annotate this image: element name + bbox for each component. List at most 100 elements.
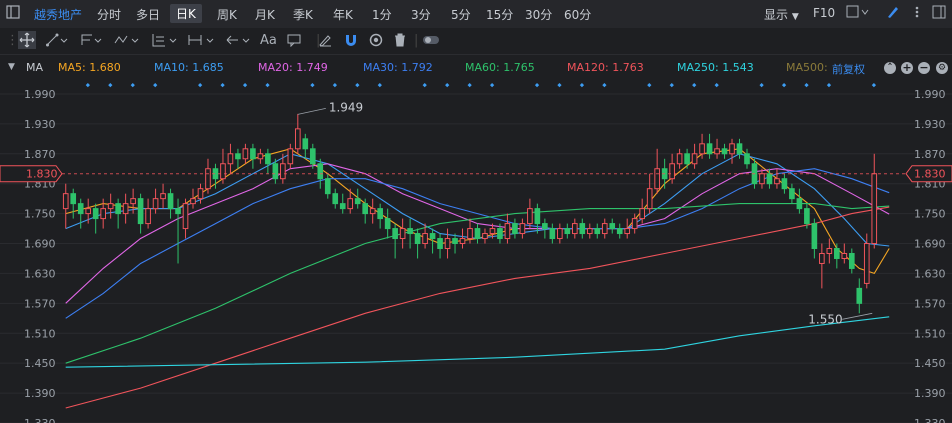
candle-up <box>220 163 226 180</box>
marker-dots <box>85 83 877 88</box>
adjust-mode[interactable]: 前复权 <box>832 63 865 76</box>
candle-up <box>459 238 466 245</box>
candle-down <box>497 228 503 240</box>
marker-dot <box>647 83 652 88</box>
candle-down <box>414 233 421 245</box>
candle-down <box>354 198 361 205</box>
checkbox-icon[interactable] <box>846 5 870 22</box>
ma5-value: MA5: 1.680 <box>58 61 121 74</box>
candle-up <box>182 203 189 230</box>
comment-icon[interactable] <box>287 33 301 51</box>
candle-up <box>504 223 511 240</box>
candle-down <box>235 153 241 160</box>
period-toolbar: 越秀地产 分时 多日 日K 周K 月K 季K 年K 1分 3分 5分 15分 3… <box>0 0 952 29</box>
period-tab[interactable]: 多日 <box>136 8 161 22</box>
y-tick-left: 1.570 <box>24 297 56 310</box>
period-tab[interactable]: 季K <box>293 8 313 22</box>
remove-icon[interactable]: − <box>918 61 930 74</box>
period-tab[interactable]: 1分 <box>372 8 392 22</box>
text-icon[interactable]: Aa <box>260 33 277 48</box>
candle-down <box>856 287 863 304</box>
undo-icon[interactable] <box>226 33 254 51</box>
candle-up <box>107 203 114 210</box>
indicator-name[interactable]: MA <box>26 61 44 74</box>
fib-icon[interactable] <box>152 33 178 51</box>
candle-up <box>205 168 211 190</box>
magnet-icon[interactable] <box>344 33 358 51</box>
candle-up <box>280 163 286 180</box>
grid-lines <box>0 93 952 423</box>
ma-indicator-bar: ▼ MA MA5: 1.680 MA10: 1.685 MA20: 1.749 … <box>0 55 952 79</box>
candle-down <box>736 143 743 155</box>
period-tab-active[interactable]: 日K <box>170 4 202 23</box>
candle-up <box>557 228 563 240</box>
period-tab[interactable]: 月K <box>255 8 275 22</box>
candle-down <box>594 228 601 235</box>
sidebar-toggle-icon[interactable] <box>6 5 20 22</box>
f10-button[interactable]: F10 <box>813 6 836 20</box>
brush-icon[interactable] <box>886 5 900 22</box>
gear-icon[interactable]: ⚙ <box>936 62 948 74</box>
more-icon[interactable] <box>910 5 924 22</box>
period-tab[interactable]: 周K <box>217 8 237 22</box>
candle-up <box>871 173 878 245</box>
period-tab[interactable]: 分时 <box>97 8 122 22</box>
candle-down <box>766 173 773 185</box>
candle-down <box>564 228 571 235</box>
candle-down <box>512 223 518 235</box>
candle-down <box>684 153 690 165</box>
window-toggle-icon[interactable] <box>932 5 946 22</box>
period-tab[interactable]: 5分 <box>451 8 471 22</box>
line-icon[interactable] <box>46 33 68 51</box>
candle-down <box>309 148 316 165</box>
period-tab[interactable]: 60分 <box>564 8 592 22</box>
candle-down <box>796 198 803 210</box>
ma-line-ma5 <box>65 148 890 275</box>
ma20-value: MA20: 1.749 <box>258 61 328 74</box>
candle-up <box>422 233 428 245</box>
candle-up <box>601 223 608 235</box>
marker-dot <box>692 83 697 88</box>
y-tick-left: 1.630 <box>24 267 56 280</box>
candle-down <box>579 223 586 235</box>
toggle-icon[interactable] <box>422 33 440 51</box>
candle-down <box>392 228 398 240</box>
candle-up <box>257 153 264 160</box>
candle-down <box>542 223 548 230</box>
candle-down <box>137 198 144 225</box>
trash-icon[interactable] <box>393 33 407 51</box>
period-tab[interactable]: 年K <box>333 8 353 22</box>
wave-icon[interactable] <box>114 33 140 51</box>
candle-down <box>265 153 271 165</box>
stock-name[interactable]: 越秀地产 <box>34 8 83 22</box>
candle-up <box>287 148 294 165</box>
candle-down <box>302 138 309 150</box>
ma-line-ma60 <box>65 203 890 364</box>
candle-up <box>519 223 526 235</box>
candle-up <box>197 188 204 200</box>
settings-circle-icon[interactable]: ˄ <box>884 62 896 74</box>
marker-dot <box>332 83 338 88</box>
y-tick-right: 1.630 <box>914 267 946 280</box>
candle-down <box>429 233 436 240</box>
period-tab[interactable]: 3分 <box>411 8 431 22</box>
candle-up <box>62 193 69 210</box>
collapse-icon[interactable]: ▼ <box>8 62 15 72</box>
range-icon[interactable] <box>188 33 216 51</box>
eye-icon[interactable] <box>369 33 383 51</box>
candle-down <box>437 238 443 250</box>
candle-up <box>227 153 234 165</box>
candle-up <box>190 198 196 205</box>
candle-down <box>175 208 181 215</box>
candle-down <box>324 178 331 195</box>
pen-icon[interactable] <box>318 33 332 51</box>
move-icon[interactable] <box>18 31 36 53</box>
display-menu[interactable]: 显示 ▼ <box>764 6 799 23</box>
candle-up <box>654 168 660 190</box>
period-tab[interactable]: 30分 <box>525 8 553 22</box>
add-icon[interactable]: + <box>901 61 913 74</box>
ray-icon[interactable] <box>80 33 102 51</box>
period-tab[interactable]: 15分 <box>486 8 514 22</box>
